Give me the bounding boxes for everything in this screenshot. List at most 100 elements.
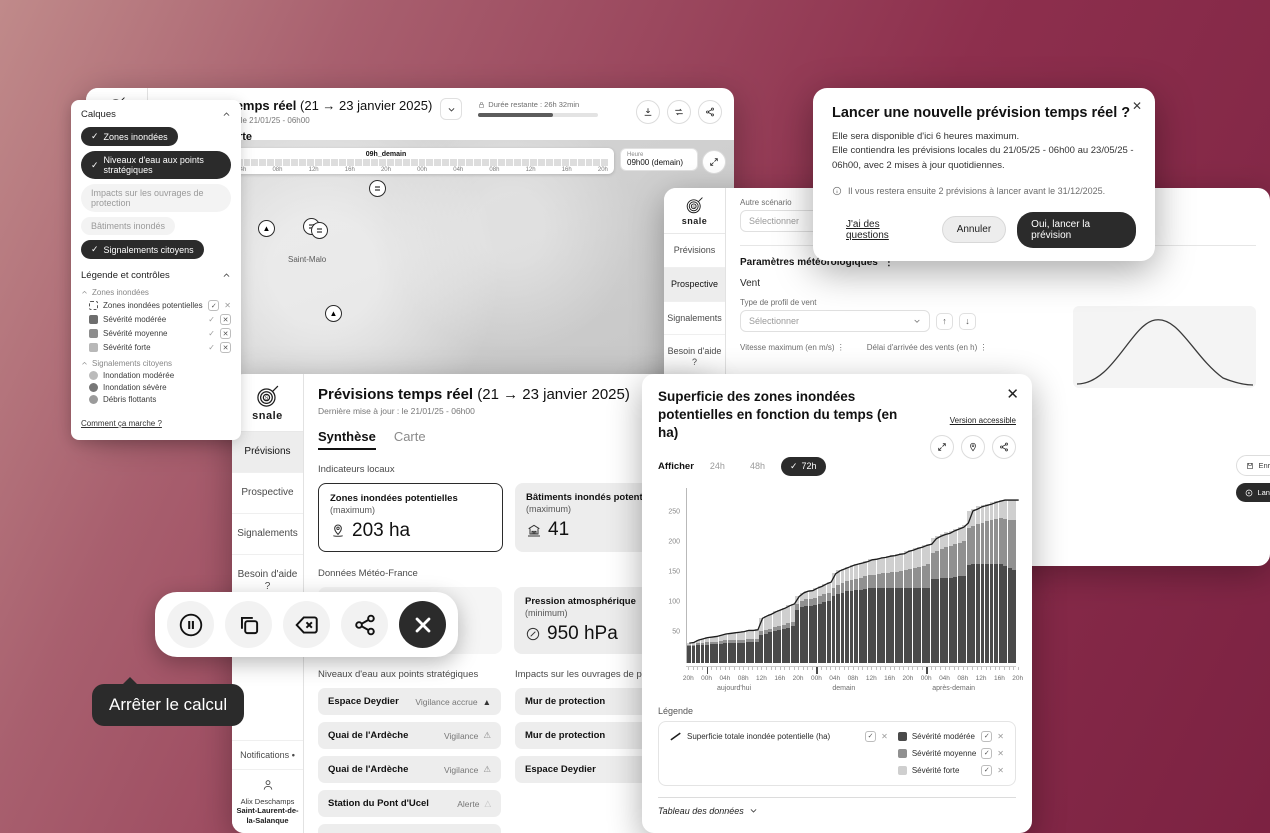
legend-row[interactable]: Sévérité modérée ✓ ✕	[89, 314, 231, 325]
chart-bar[interactable]	[813, 587, 818, 663]
chart-bar[interactable]	[994, 500, 998, 663]
header-dropdown-button[interactable]	[440, 98, 463, 120]
wind-profile-down-button[interactable]: ↓	[959, 312, 976, 330]
legend-item-forte[interactable]: Sévérité forte ✓ ✕	[897, 764, 1004, 776]
legend-item-remove[interactable]: ✕	[997, 748, 1004, 758]
chart-bar[interactable]	[976, 506, 980, 663]
table-row[interactable]: Quai de l'Ardèche Vigilance ⚠	[318, 756, 501, 783]
chart-bar[interactable]	[989, 502, 994, 663]
chart-bar[interactable]	[903, 551, 908, 663]
chart-bar[interactable]	[867, 559, 872, 663]
sidebar-item-prospective[interactable]: Prospective	[664, 267, 725, 302]
chart-bar[interactable]	[966, 510, 971, 663]
legend-row[interactable]: Zones inondées potentielles ✓ ✕	[89, 300, 231, 311]
layer-pill-zones-inondees[interactable]: ✓ Zones inondées	[81, 127, 178, 146]
sidebar-item-signalements[interactable]: Signalements	[232, 514, 303, 555]
legend-item-moderee[interactable]: Sévérité modérée ✓ ✕	[897, 730, 1004, 742]
modal-close-button[interactable]: ✕	[1131, 99, 1142, 113]
chart-bar[interactable]	[930, 538, 935, 663]
legend-item-remove[interactable]: ✕	[997, 765, 1004, 775]
map-marker-level-3[interactable]: ≣	[369, 180, 386, 197]
chart-bar[interactable]	[935, 535, 940, 663]
chart-bar[interactable]	[763, 615, 768, 663]
chart-bar[interactable]	[845, 566, 849, 663]
legend-item-remove[interactable]: ✕	[997, 731, 1004, 741]
chart-bar[interactable]	[705, 637, 709, 663]
howto-row[interactable]: Comment ça marche ?	[81, 413, 231, 431]
sidebar-notifications[interactable]: Notifications •	[232, 741, 303, 770]
chart-bar[interactable]	[786, 605, 791, 663]
chart-bar[interactable]	[696, 639, 700, 663]
sidebar-user[interactable]: Alix Deschamps Saint-Laurent-de-la-Salan…	[232, 770, 303, 833]
chart-bar[interactable]	[831, 573, 836, 663]
chevron-up-icon[interactable]	[222, 110, 231, 119]
app-logo[interactable]: S snale	[232, 374, 303, 432]
legend-item-check[interactable]: ✓	[981, 747, 993, 759]
chart-bar[interactable]	[741, 631, 746, 663]
table-row[interactable]: Quai de l'Ardèche Vigilance ⚠	[318, 722, 501, 749]
chart-bar[interactable]	[854, 563, 858, 663]
chart-bar[interactable]	[754, 629, 759, 663]
chart-bar[interactable]	[926, 543, 931, 663]
chart-bar[interactable]	[804, 590, 809, 663]
share-button[interactable]	[341, 601, 388, 648]
wind-profile-up-button[interactable]: ↑	[936, 312, 953, 330]
chart-bar[interactable]	[691, 642, 696, 663]
sidebar-item-previsions[interactable]: Prévisions	[232, 432, 303, 473]
chart-filter-72h[interactable]: ✓ 72h	[780, 456, 826, 476]
chart-bar[interactable]	[687, 642, 691, 663]
chart-bar[interactable]	[817, 586, 822, 663]
chart-bar[interactable]	[908, 549, 913, 663]
chart-filter-48h[interactable]: 48h	[749, 461, 765, 472]
chart-bar[interactable]	[836, 570, 840, 663]
chart-bar[interactable]	[709, 636, 714, 663]
modal-confirm-button[interactable]: Oui, lancer la prévision	[1017, 211, 1136, 248]
chart-bar[interactable]	[962, 525, 967, 663]
chart-bar[interactable]	[980, 505, 985, 663]
chart-bar[interactable]	[723, 633, 728, 663]
accessible-version-link[interactable]: Version accessible	[949, 416, 1016, 425]
chart-bar[interactable]	[840, 568, 845, 663]
chart-bar[interactable]	[808, 590, 813, 663]
layer-pill-niveaux-eau[interactable]: ✓ Niveaux d'eau aux points stratégiques	[81, 151, 231, 179]
legend-row-check[interactable]: ✓	[208, 300, 220, 311]
map-marker-level-2[interactable]: ≣	[311, 222, 328, 239]
layer-pill-signalements[interactable]: ✓ Signalements citoyens	[81, 240, 204, 259]
map-marker-warning-2[interactable]: ▲	[325, 305, 342, 322]
chart-bar[interactable]	[912, 548, 917, 663]
chart-bar[interactable]	[921, 545, 926, 663]
legend-row[interactable]: Sévérité forte ✓ ✕	[89, 342, 231, 353]
close-button[interactable]	[399, 601, 446, 648]
chart-bar[interactable]	[1003, 499, 1008, 663]
chart-bar[interactable]	[858, 562, 863, 663]
wind-profile-select[interactable]: Sélectionner	[740, 310, 930, 332]
legend-row-remove[interactable]: ✕	[224, 301, 231, 310]
chart-bar[interactable]	[849, 564, 854, 663]
layers-panel[interactable]: Calques ✓ Zones inondées ✓ Niveaux d'eau…	[71, 100, 241, 440]
legend-group-zones[interactable]: Zones inondées	[81, 288, 231, 297]
legend-item-remove[interactable]: ✕	[881, 731, 888, 741]
sidebar-item-previsions[interactable]: Prévisions	[664, 234, 725, 268]
chart-bar[interactable]	[736, 631, 741, 663]
chart-bar[interactable]	[917, 546, 922, 663]
legend-row-check[interactable]: ✓	[208, 315, 215, 324]
chart-bar[interactable]	[777, 609, 782, 663]
legend-item-check[interactable]: ✓	[865, 730, 877, 742]
chart-bar[interactable]	[899, 553, 904, 663]
legend-row[interactable]: Sévérité moyenne ✓ ✕	[89, 328, 231, 339]
legend-row[interactable]: Inondation sévère	[89, 383, 231, 392]
table-row[interactable]: Espace Deydier Vigilance accrue ▲	[318, 688, 501, 715]
chart-bar[interactable]	[750, 630, 755, 663]
legend-row-check[interactable]: ✓	[208, 343, 215, 352]
chart-bar[interactable]	[876, 557, 881, 663]
legend-row-remove[interactable]: ✕	[220, 342, 231, 353]
kpi-card-zones-inondees[interactable]: Zones inondées potentielles (maximum) 20…	[318, 483, 503, 552]
chart-bar[interactable]	[1007, 499, 1012, 663]
layers-panel-header[interactable]: Calques	[81, 109, 231, 120]
chart-bar[interactable]	[718, 634, 723, 663]
chart-bar[interactable]	[700, 638, 705, 663]
more-options-icon[interactable]: ⋮	[883, 257, 895, 268]
chart-bar[interactable]	[732, 632, 737, 663]
chart-bar[interactable]	[799, 592, 804, 663]
legend-item-check[interactable]: ✓	[981, 730, 993, 742]
